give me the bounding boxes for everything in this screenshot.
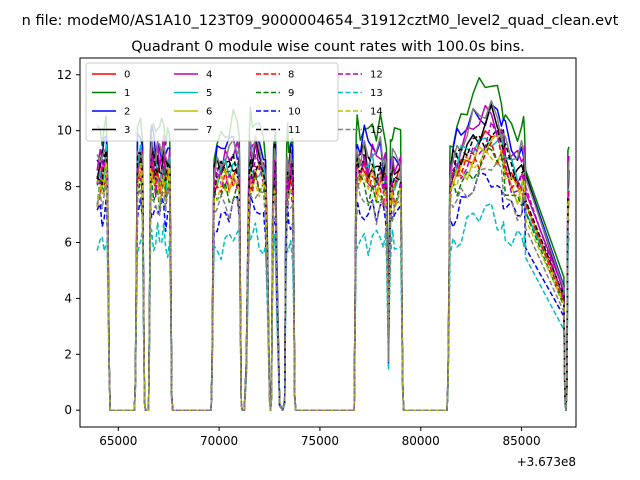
series-line-10: [96, 171, 570, 411]
y-tick-label: 6: [64, 236, 72, 250]
y-axis: 0 2 4 6 8 10 12: [57, 68, 80, 417]
series-line-14: [96, 148, 570, 411]
legend-label-11: 11: [288, 125, 301, 136]
x-tick-label: 70000: [200, 434, 238, 448]
legend-label-8: 8: [288, 70, 294, 81]
x-tick-label: 80000: [402, 434, 440, 448]
legend-label-12: 12: [370, 70, 383, 81]
legend-label-9: 9: [288, 88, 294, 99]
x-offset-label: +3.673e8: [517, 455, 576, 469]
series-line-9: [96, 145, 570, 411]
y-tick-label: 10: [57, 124, 72, 138]
series-line-15: [96, 161, 570, 411]
legend-label-6: 6: [206, 107, 212, 118]
legend-label-14: 14: [370, 107, 383, 118]
legend-frame: [85, 62, 339, 142]
x-tick-label: 85000: [502, 434, 540, 448]
y-tick-label: 2: [64, 347, 72, 361]
y-tick-label: 4: [64, 291, 72, 305]
y-tick-label: 12: [57, 68, 72, 82]
chart-title: Quadrant 0 module wise count rates with …: [131, 39, 525, 55]
legend-label-5: 5: [206, 88, 212, 99]
legend-label-3: 3: [124, 125, 130, 136]
figure-suptitle: n file: modeM0/AS1A10_123T09_9000004654_…: [22, 13, 619, 29]
legend-label-10: 10: [288, 107, 301, 118]
x-tick-label: 75000: [301, 434, 339, 448]
legend-label-4: 4: [206, 70, 212, 81]
legend-label-2: 2: [124, 107, 130, 118]
legend-label-7: 7: [206, 125, 212, 136]
legend-label-1: 1: [124, 88, 130, 99]
y-tick-label: 8: [64, 180, 72, 194]
y-tick-label: 0: [64, 403, 72, 417]
x-tick-label: 65000: [99, 434, 137, 448]
legend-label-13: 13: [370, 88, 383, 99]
legend-label-0: 0: [124, 70, 130, 81]
legend-label-15: 15: [370, 125, 383, 136]
x-axis: 65000 70000 75000 80000 85000: [99, 427, 541, 448]
